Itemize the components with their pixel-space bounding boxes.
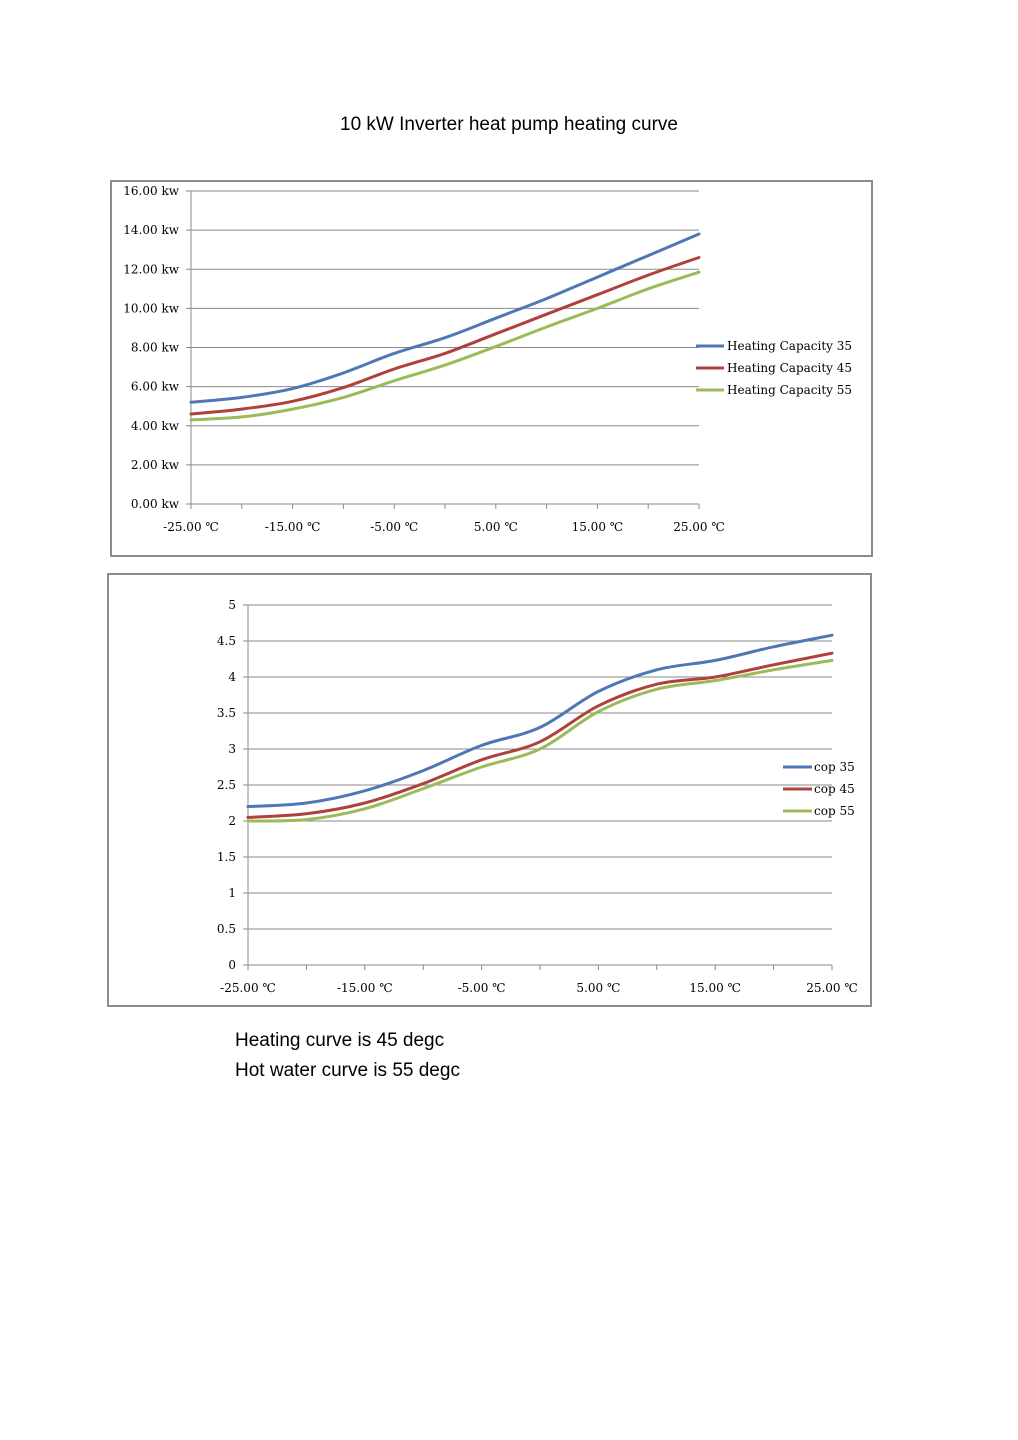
y-tick-label: 4.5 [217, 634, 236, 648]
y-tick-label: 3.5 [217, 706, 236, 720]
x-tick-label: -5.00 ℃ [370, 520, 418, 534]
x-tick-label: -15.00 ℃ [265, 520, 321, 534]
x-tick-label: 25.00 ℃ [673, 520, 725, 534]
x-tick-label: -15.00 ℃ [337, 981, 393, 995]
x-tick-label: 25.00 ℃ [806, 981, 858, 995]
y-tick-label: 4 [228, 670, 236, 684]
chart-2: 0 0.5 1 1.5 2 2.5 3 3.5 4 4.5 5 -25.00 ℃ -15.00 ℃ -5.… [217, 598, 858, 995]
y-tick-label: 12.00 kw [123, 262, 179, 276]
legend-label: Heating Capacity 55 [727, 383, 852, 397]
y-tick-label: 1.5 [217, 850, 236, 864]
x-tick-label: 15.00 ℃ [572, 520, 624, 534]
legend-label: cop 45 [814, 782, 855, 796]
y-tick-label: 8.00 kw [131, 341, 180, 355]
y-tick-label: 1 [228, 886, 236, 900]
y-tick-label: 6.00 kw [131, 380, 180, 394]
x-tick-label: 5.00 ℃ [474, 520, 518, 534]
x-tick-label: -25.00 ℃ [220, 981, 276, 995]
page-title: 10 kW Inverter heat pump heating curve [340, 114, 678, 135]
y-tick-label: 4.00 kw [131, 419, 180, 433]
series-line [246, 651, 834, 819]
legend-label: cop 55 [814, 804, 855, 818]
y-tick-label: 2.00 kw [131, 458, 180, 472]
note-hot-water-curve: Hot water curve is 55 degc [235, 1060, 460, 1081]
y-tick-label: 2.5 [217, 778, 236, 792]
x-tick-label: -5.00 ℃ [458, 981, 506, 995]
series-line [189, 270, 701, 422]
y-tick-label: 0 [228, 958, 236, 972]
y-tick-label: 5 [228, 598, 236, 612]
x-tick-label: -25.00 ℃ [163, 520, 219, 534]
heating-capacity-chart-frame [110, 180, 873, 557]
y-tick-label: 14.00 kw [123, 223, 179, 237]
legend-label: Heating Capacity 45 [727, 361, 852, 375]
cop-chart-frame [107, 573, 872, 1007]
series-line [189, 256, 701, 416]
x-tick-label: 15.00 ℃ [689, 981, 741, 995]
chart-1: 0.00 kw 2.00 kw 4.00 kw 6.00 kw 8.00 kw 10.00… [123, 184, 852, 534]
legend-label: Heating Capacity 35 [727, 339, 852, 353]
series-line [246, 633, 834, 809]
series-line [189, 232, 701, 404]
y-tick-label: 0.00 kw [131, 497, 180, 511]
legend-label: cop 35 [814, 760, 855, 774]
y-tick-label: 3 [228, 742, 236, 756]
note-heating-curve: Heating curve is 45 degc [235, 1030, 445, 1051]
x-tick-label: 5.00 ℃ [576, 981, 620, 995]
y-tick-label: 16.00 kw [123, 184, 179, 198]
y-tick-label: 0.5 [217, 922, 236, 936]
series-line [246, 658, 834, 823]
y-tick-label: 2 [228, 814, 236, 828]
y-tick-label: 10.00 kw [123, 301, 179, 315]
